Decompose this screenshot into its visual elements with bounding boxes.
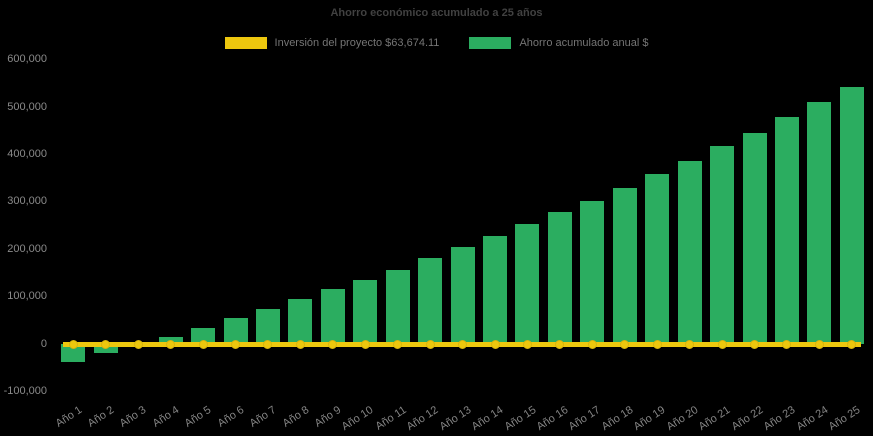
x-tick-label: Año 9 xyxy=(312,404,344,430)
chart-legend: Inversión del proyecto $63,674.11 Ahorro… xyxy=(0,37,873,49)
bar-año-25 xyxy=(839,87,864,345)
investment-line-marker xyxy=(166,339,176,349)
investment-line-marker xyxy=(847,339,857,349)
bar-año-19 xyxy=(645,174,670,345)
investment-line-marker xyxy=(231,339,240,349)
x-tick-label: Año 10 xyxy=(340,404,376,434)
x-tick-label: Año 22 xyxy=(729,404,766,434)
investment-line-marker xyxy=(295,339,305,349)
investment-line-marker xyxy=(393,339,403,349)
investment-line-marker xyxy=(68,339,78,349)
investment-line-marker xyxy=(782,339,792,349)
investment-line-marker xyxy=(717,339,727,349)
bar-año-22 xyxy=(742,132,767,345)
chart-title: Ahorro económico acumulado a 25 años xyxy=(330,7,543,19)
bar-año-12 xyxy=(418,258,443,345)
investment-line-marker xyxy=(750,339,760,349)
investment-line-marker xyxy=(263,339,273,349)
y-tick-label: 100,000 xyxy=(7,290,47,303)
x-tick-label: Año 1 xyxy=(53,404,84,430)
y-tick-label: 0 xyxy=(40,337,47,350)
x-tick-label: Año 15 xyxy=(502,404,539,434)
bar-año-24 xyxy=(807,101,832,345)
x-tick-label: Año 23 xyxy=(761,404,798,434)
x-tick-label: Año 3 xyxy=(118,404,149,430)
bar-año-13 xyxy=(450,247,475,345)
investment-line-marker xyxy=(198,339,208,349)
bar-año-9 xyxy=(320,289,345,345)
y-tick-label: -100,000 xyxy=(3,385,47,398)
x-tick-label: Año 4 xyxy=(150,404,182,430)
bar-año-23 xyxy=(774,116,799,345)
investment-line-marker xyxy=(133,339,143,349)
investment-line-marker xyxy=(587,339,597,349)
legend-item-savings: Ahorro acumulado anual $ xyxy=(469,37,648,49)
savings-bar-swatch-icon xyxy=(469,37,512,49)
legend-label-investment: Inversión del proyecto $63,674.11 xyxy=(274,37,440,49)
bar-año-8 xyxy=(288,299,313,345)
bar-año-21 xyxy=(710,145,735,345)
bar-año-11 xyxy=(385,270,410,345)
bar-año-17 xyxy=(580,200,605,345)
investment-line-marker xyxy=(101,339,111,349)
investment-line-swatch-icon xyxy=(224,37,267,49)
investment-line-marker xyxy=(360,339,370,349)
bar-año-10 xyxy=(353,280,378,345)
x-tick-label: Año 25 xyxy=(826,404,863,434)
y-tick-label: 200,000 xyxy=(7,242,47,255)
bar-año-16 xyxy=(547,212,572,345)
x-tick-label: Año 13 xyxy=(437,404,474,434)
x-tick-label: Año 16 xyxy=(534,404,571,434)
bar-año-18 xyxy=(612,187,637,345)
x-tick-label: Año 11 xyxy=(373,404,409,433)
x-tick-label: Año 5 xyxy=(182,404,214,430)
y-tick-label: 500,000 xyxy=(7,100,47,113)
legend-label-savings: Ahorro acumulado anual $ xyxy=(519,37,649,49)
x-tick-label: Año 6 xyxy=(215,404,247,430)
bar-año-14 xyxy=(483,235,508,345)
bar-año-1 xyxy=(61,344,86,362)
investment-line-marker xyxy=(490,339,500,349)
bar-año-5 xyxy=(191,328,216,345)
investment-line-marker xyxy=(555,339,565,349)
y-tick-label: 300,000 xyxy=(7,195,47,208)
x-tick-label: Año 2 xyxy=(85,404,117,430)
x-tick-label: Año 7 xyxy=(247,404,279,430)
investment-line-marker xyxy=(814,339,824,349)
investment-line-marker xyxy=(652,339,662,349)
x-tick-label: Año 8 xyxy=(280,404,311,430)
legend-item-investment: Inversión del proyecto $63,674.11 xyxy=(224,37,440,49)
x-tick-label: Año 14 xyxy=(469,404,506,434)
investment-line-marker xyxy=(425,339,435,349)
y-tick-label: 400,000 xyxy=(7,147,47,160)
bar-año-7 xyxy=(255,309,280,345)
investment-line-marker xyxy=(522,339,532,349)
investment-line-marker xyxy=(685,339,695,349)
y-tick-label: 600,000 xyxy=(7,53,47,66)
x-tick-label: Año 12 xyxy=(404,404,441,434)
investment-line-marker xyxy=(458,339,468,349)
bar-año-20 xyxy=(677,161,702,345)
x-tick-label: Año 20 xyxy=(664,404,701,434)
x-tick-label: Año 17 xyxy=(567,404,603,434)
x-tick-label: Año 21 xyxy=(696,404,733,434)
x-tick-label: Año 18 xyxy=(599,404,636,434)
investment-line-marker xyxy=(328,339,338,349)
bar-año-2 xyxy=(93,344,118,354)
investment-line-marker xyxy=(620,339,630,349)
bar-año-15 xyxy=(515,224,540,345)
x-tick-label: Año 19 xyxy=(631,404,668,434)
x-tick-label: Año 24 xyxy=(794,404,830,434)
